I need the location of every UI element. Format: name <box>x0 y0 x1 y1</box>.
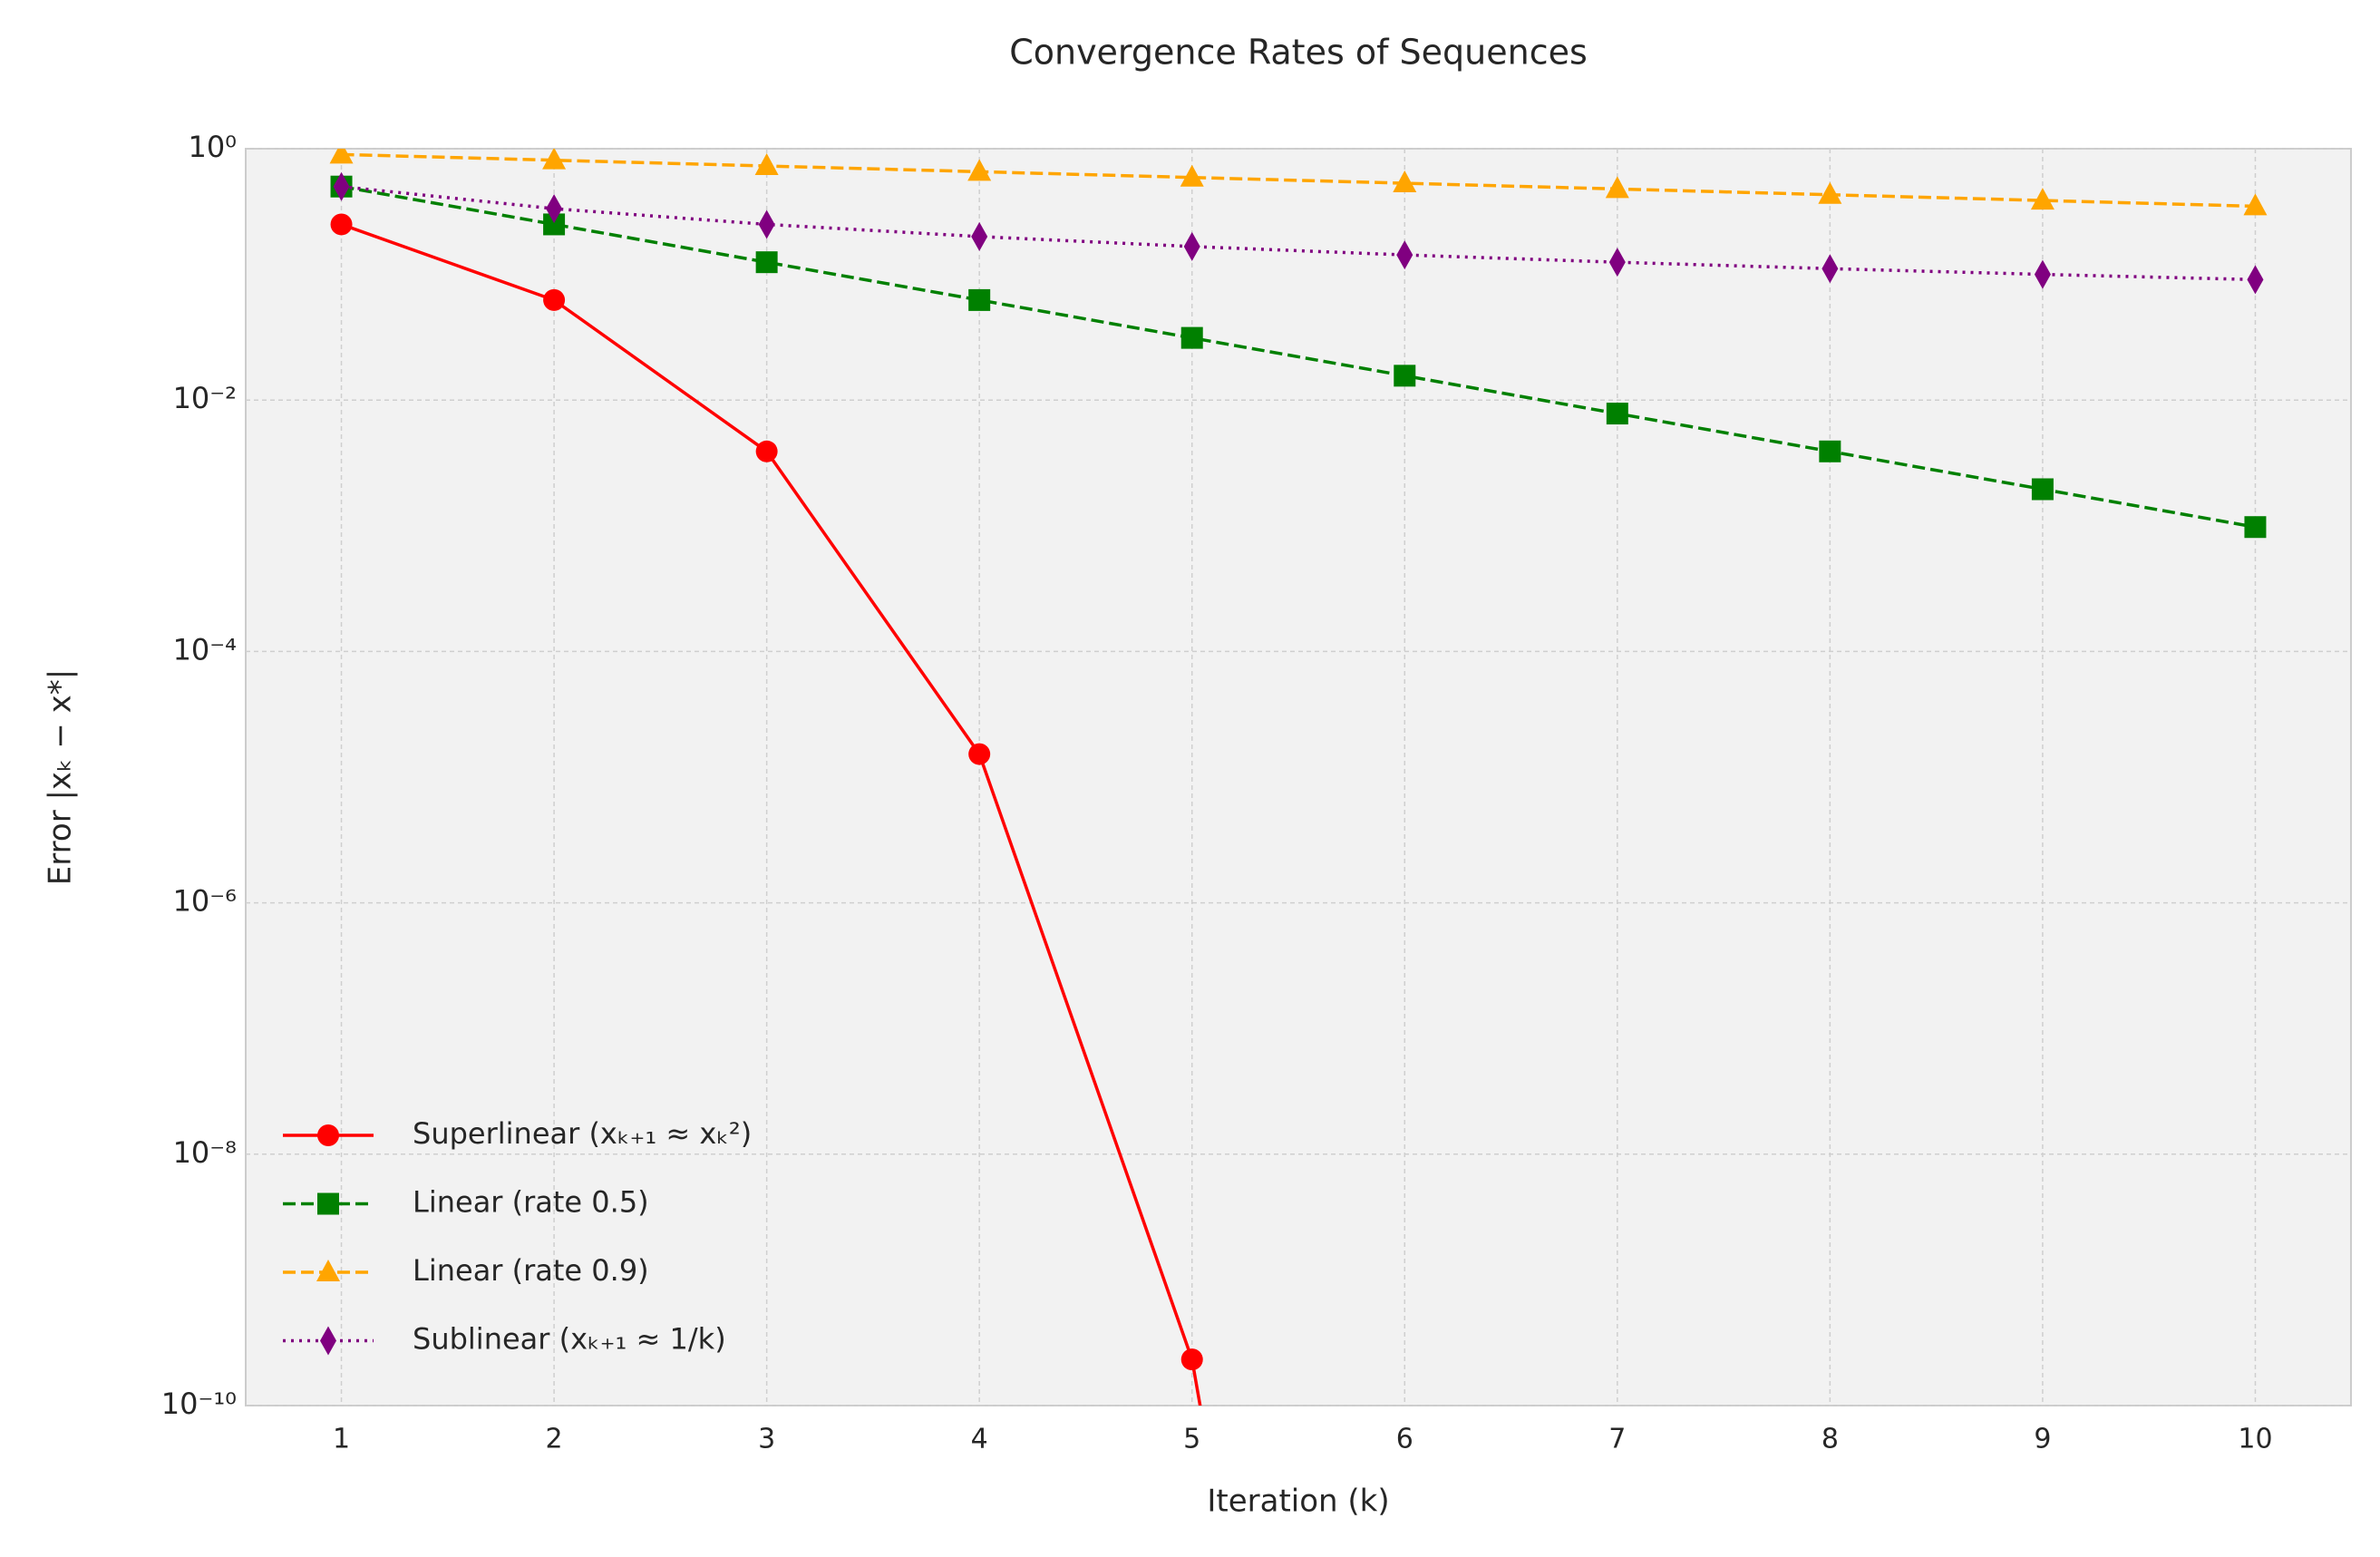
x-tick-label: 1 <box>333 1424 350 1455</box>
x-tick-label: 7 <box>1608 1424 1626 1455</box>
point <box>758 209 775 239</box>
point <box>968 288 991 311</box>
y-tick-label: 10⁻⁸ <box>173 1135 237 1170</box>
series-line <box>341 152 2256 209</box>
y-tick-label: 10⁻² <box>173 381 237 415</box>
point <box>2244 516 2267 539</box>
point <box>1180 164 1204 187</box>
legend-label: Superlinear (xₖ₊₁ ≈ xₖ²) <box>413 1116 752 1151</box>
x-tick-label: 6 <box>1396 1424 1413 1455</box>
point <box>968 743 991 765</box>
point <box>1821 254 1839 284</box>
y-tick-label: 10⁻¹⁰ <box>161 1387 237 1421</box>
point <box>1608 248 1626 277</box>
point <box>333 171 350 201</box>
legend-marker <box>317 1192 339 1215</box>
point <box>971 221 988 251</box>
y-tick-label: 10⁻⁴ <box>173 632 237 667</box>
point <box>546 194 563 224</box>
point <box>542 149 567 170</box>
point <box>1818 181 1842 204</box>
series-line <box>341 185 2256 529</box>
point <box>2243 193 2268 216</box>
point <box>1180 1348 1203 1371</box>
point <box>967 159 992 181</box>
point <box>1393 170 1417 193</box>
legend-label: Linear (rate 0.9) <box>413 1253 649 1288</box>
legend-label: Sublinear (xₖ₊₁ ≈ 1/k) <box>413 1322 726 1357</box>
point <box>1396 240 1413 270</box>
point <box>2030 188 2055 210</box>
x-tick-label: 10 <box>2238 1424 2272 1455</box>
point <box>543 213 566 236</box>
series-line <box>340 222 1202 1406</box>
y-axis-label: Error |xₖ − x*| <box>43 669 79 885</box>
point <box>755 251 778 274</box>
point <box>2034 259 2051 289</box>
x-tick-label: 9 <box>2034 1424 2051 1455</box>
point <box>1819 440 1841 462</box>
point <box>1183 231 1200 261</box>
legend-marker <box>317 1124 339 1146</box>
point <box>1606 403 1628 425</box>
point <box>755 440 778 462</box>
legend-marker <box>316 1260 340 1281</box>
legend: Superlinear (xₖ₊₁ ≈ xₖ²) Linear (rate 0.5… <box>283 1116 752 1357</box>
point <box>1605 176 1629 199</box>
x-tick-label: 4 <box>971 1424 988 1455</box>
x-axis-label: Iteration (k) <box>1207 1484 1389 1520</box>
point <box>1180 326 1203 349</box>
chart-title: Convergence Rates of Sequences <box>1009 33 1588 73</box>
point <box>754 153 779 176</box>
x-tick-label: 5 <box>1183 1424 1200 1455</box>
point <box>543 288 566 311</box>
y-tick-label: 10⁻⁶ <box>173 884 237 919</box>
point <box>2031 478 2054 501</box>
legend-marker <box>320 1326 336 1356</box>
point <box>1394 365 1416 387</box>
series-line <box>341 184 2256 282</box>
series-group <box>329 149 2268 1406</box>
point <box>329 149 354 164</box>
x-tick-label: 8 <box>1821 1424 1839 1455</box>
legend-label: Linear (rate 0.5) <box>413 1185 649 1220</box>
point <box>2247 265 2264 295</box>
y-tick-label: 10⁰ <box>188 130 237 164</box>
point <box>330 213 353 236</box>
grid <box>246 148 2351 1406</box>
x-tick-label: 3 <box>758 1424 775 1455</box>
x-tick-label: 2 <box>546 1424 563 1455</box>
